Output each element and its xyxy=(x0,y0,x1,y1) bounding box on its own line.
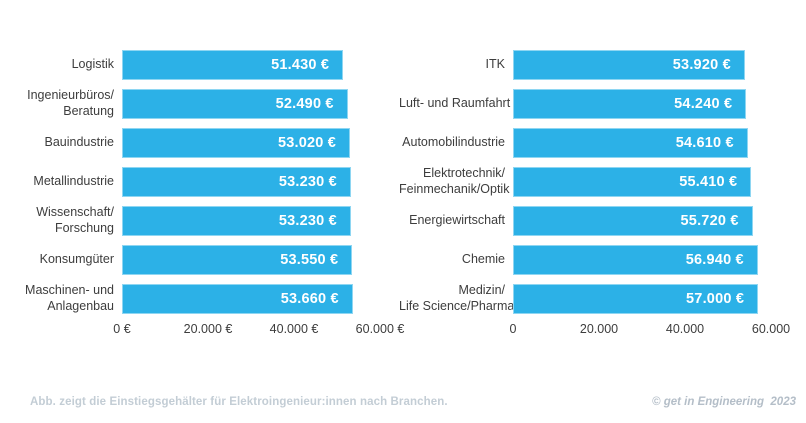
row-plot-area: 55.410 € xyxy=(513,166,771,197)
bar-value-label: 55.720 € xyxy=(680,212,739,229)
bar: 55.410 € xyxy=(513,166,752,197)
bar-value-label: 52.490 € xyxy=(275,95,334,112)
bar-value-label: 51.430 € xyxy=(271,56,330,73)
row-plot-area: 51.430 € xyxy=(122,49,380,80)
row-plot-area: 53.920 € xyxy=(513,49,771,80)
bar: 53.660 € xyxy=(122,283,353,314)
bar: 53.550 € xyxy=(122,244,353,275)
category-label: Automobilindustrie xyxy=(402,134,505,149)
chart-row: Wissenschaft/ Forschung 53.230 € xyxy=(8,201,388,240)
axis-tick-label: 0 € xyxy=(113,322,131,336)
category-label: Elektrotechnik/ Feinmechanik/Optik xyxy=(399,165,510,196)
axis-tick-label: 60.000 € xyxy=(355,322,405,336)
category-label: Metallindustrie xyxy=(33,173,114,188)
chart-row: Chemie 56.940 € xyxy=(399,240,779,279)
category-label: Medizin/ Life Science/Pharma xyxy=(399,282,515,313)
chart-row: Automobilindustrie 54.610 € xyxy=(399,123,779,162)
bar: 55.720 € xyxy=(513,205,753,236)
category-label: Ingenieurbüros/ Beratung xyxy=(27,87,114,118)
chart-row: Logistik 51.430 € xyxy=(8,45,388,84)
category-label: Energiewirtschaft xyxy=(409,212,505,227)
bar-value-label: 54.610 € xyxy=(675,134,734,151)
bar: 51.430 € xyxy=(122,49,344,80)
row-plot-area: 56.940 € xyxy=(513,244,771,275)
row-plot-area: 53.020 € xyxy=(122,127,380,158)
bar: 56.940 € xyxy=(513,244,758,275)
bar: 53.020 € xyxy=(122,127,350,158)
row-plot-area: 53.550 € xyxy=(122,244,380,275)
category-label: Luft- und Raumfahrt xyxy=(399,95,511,110)
category-label: Chemie xyxy=(461,251,505,266)
row-plot-area: 54.240 € xyxy=(513,88,771,119)
bar-value-label: 53.550 € xyxy=(280,251,339,268)
axis-tick-label: 20.000 € xyxy=(183,322,233,336)
chart-row: Energiewirtschaft 55.720 € xyxy=(399,201,779,240)
chart-row: Bauindustrie 53.020 € xyxy=(8,123,388,162)
bar-value-label: 57.000 € xyxy=(686,290,745,307)
row-plot-area: 53.230 € xyxy=(122,205,380,236)
category-label: Maschinen- und Anlagenbau xyxy=(25,282,114,313)
chart-row: Medizin/ Life Science/Pharma 57.000 € xyxy=(399,279,779,318)
bar: 53.230 € xyxy=(122,166,351,197)
chart-row: ITK 53.920 € xyxy=(399,45,779,84)
chart-rows: Logistik 51.430 € Ingenieurbüros/ Beratung… xyxy=(8,45,388,318)
axis-tick-label: 0 xyxy=(509,322,517,336)
axis-tick-label: 40.000 xyxy=(665,322,705,336)
row-plot-area: 55.720 € xyxy=(513,205,771,236)
axis-tick-label: 60.000 xyxy=(751,322,791,336)
category-label: Wissenschaft/ Forschung xyxy=(36,204,114,235)
bar-chart-left: Logistik 51.430 € Ingenieurbüros/ Beratung… xyxy=(8,45,404,340)
chart-row: Luft- und Raumfahrt 54.240 € xyxy=(399,84,779,123)
bar: 54.240 € xyxy=(513,88,747,119)
chart-rows: ITK 53.920 € Luft- und Raumfahrt 54.240 € Au… xyxy=(399,45,779,318)
bar: 53.920 € xyxy=(513,49,745,80)
chart-row: Metallindustrie 53.230 € xyxy=(8,162,388,201)
bar: 53.230 € xyxy=(122,205,351,236)
bar-value-label: 53.920 € xyxy=(672,56,731,73)
axis-tick-label: 40.000 € xyxy=(269,322,319,336)
bar-value-label: 56.940 € xyxy=(685,251,744,268)
bar-value-label: 53.020 € xyxy=(277,134,336,151)
bar-value-label: 53.660 € xyxy=(280,290,339,307)
chart-row: Konsumgüter 53.550 € xyxy=(8,240,388,279)
category-label: Logistik xyxy=(71,56,114,71)
figure-caption: Abb. zeigt die Einstiegsgehälter für Ele… xyxy=(30,396,448,408)
bar: 54.610 € xyxy=(513,127,748,158)
x-axis: 0 € 20.000 € 40.000 € 60.000 € xyxy=(113,322,404,340)
row-plot-area: 53.230 € xyxy=(122,166,380,197)
chart-row: Ingenieurbüros/ Beratung 52.490 € xyxy=(8,84,388,123)
row-plot-area: 52.490 € xyxy=(122,88,380,119)
bar: 57.000 € xyxy=(513,283,759,314)
row-plot-area: 53.660 € xyxy=(122,283,380,314)
category-label: Konsumgüter xyxy=(39,251,114,266)
category-label: Bauindustrie xyxy=(44,134,115,149)
bar: 52.490 € xyxy=(122,88,348,119)
chart-row: Elektrotechnik/ Feinmechanik/Optik 55.410… xyxy=(399,162,779,201)
row-plot-area: 54.610 € xyxy=(513,127,771,158)
chart-row: Maschinen- und Anlagenbau 53.660 € xyxy=(8,279,388,318)
bar-chart-right: ITK 53.920 € Luft- und Raumfahrt 54.240 € Au… xyxy=(399,45,791,340)
category-label: ITK xyxy=(485,56,505,71)
bar-value-label: 53.230 € xyxy=(278,173,337,190)
bar-value-label: 54.240 € xyxy=(674,95,733,112)
copyright-notice: © get in Engineering 2023 xyxy=(652,396,796,408)
x-axis: 0 20.000 40.000 60.000 xyxy=(509,322,791,340)
bar-value-label: 53.230 € xyxy=(278,212,337,229)
axis-tick-label: 20.000 xyxy=(579,322,619,336)
bar-value-label: 55.410 € xyxy=(679,173,738,190)
row-plot-area: 57.000 € xyxy=(513,283,771,314)
